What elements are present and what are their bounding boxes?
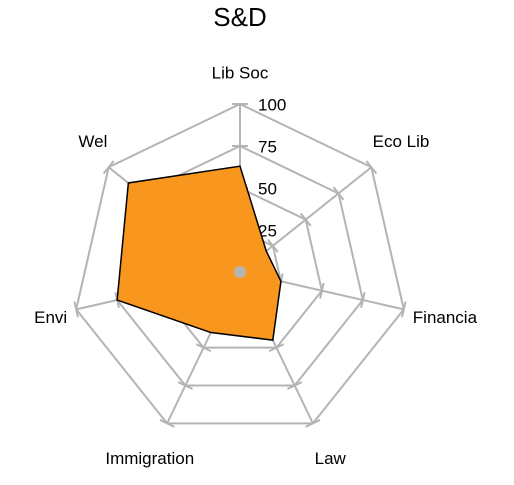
category-label: Envi	[34, 308, 67, 327]
tick-mark	[401, 301, 407, 318]
y-tick-label: 100	[258, 95, 286, 114]
tick-mark	[73, 301, 79, 318]
category-label: Eco Lib	[373, 132, 430, 151]
y-tick-label: 50	[258, 179, 277, 198]
tick-mark	[365, 160, 378, 175]
tick-mark	[360, 292, 366, 309]
tick-mark	[195, 343, 212, 353]
data-area	[116, 165, 282, 341]
tick-mark	[159, 418, 175, 428]
tick-mark	[102, 160, 115, 175]
tick-mark	[268, 343, 285, 353]
tick-mark	[299, 212, 312, 227]
tick-mark	[287, 381, 303, 390]
category-label: Financia	[413, 308, 478, 327]
category-label: Law	[315, 449, 347, 468]
y-tick-label: 25	[258, 221, 277, 240]
category-label: Immigration	[105, 449, 194, 468]
tick-mark	[305, 418, 321, 428]
y-tick-label: 75	[258, 137, 277, 156]
chart-title: S&D	[213, 2, 266, 32]
category-label: Wel	[78, 132, 107, 151]
tick-mark	[177, 381, 193, 390]
grid-ring	[75, 102, 405, 425]
category-label: Lib Soc	[212, 63, 269, 82]
tick-mark	[332, 186, 345, 201]
tick-mark	[267, 238, 279, 253]
tick-mark	[319, 282, 325, 299]
center	[234, 266, 246, 278]
